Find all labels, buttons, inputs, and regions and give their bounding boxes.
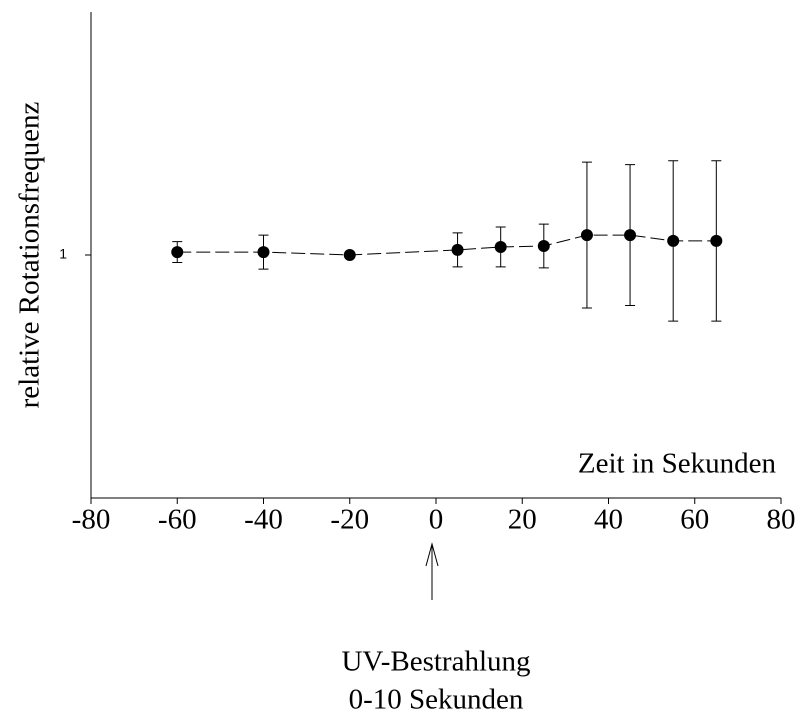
- data-point: [343, 249, 356, 261]
- x-tick-label: -60: [158, 504, 197, 536]
- data-point: [171, 246, 184, 259]
- data-point: [624, 229, 637, 242]
- data-point: [494, 240, 507, 253]
- data-point: [580, 229, 593, 242]
- x-tick-label: 20: [508, 504, 537, 536]
- x-tick-label: 0: [429, 504, 444, 536]
- data-point: [257, 246, 270, 259]
- data-point: [667, 234, 680, 247]
- x-tick-label: 80: [767, 504, 796, 536]
- x-tick-label: 60: [680, 504, 709, 536]
- annotation-arrow: [425, 542, 439, 600]
- y-axis-label: relative Rotationsfrequenz: [14, 101, 46, 408]
- y-tick-label: 1: [59, 246, 67, 262]
- data-point: [537, 240, 550, 253]
- x-tick-label: -80: [72, 504, 111, 536]
- x-tick-label: 40: [594, 504, 623, 536]
- connector-line: [177, 234, 717, 256]
- x-tick-label: -40: [244, 504, 283, 536]
- annotation: UV-Bestrahlung: [341, 646, 530, 678]
- x-axis-label: Zeit in Sekunden: [578, 448, 777, 480]
- data-point: [451, 243, 464, 256]
- data-point: [710, 234, 723, 247]
- x-tick-label: -20: [330, 504, 369, 536]
- annotation: 0-10 Sekunden: [349, 684, 524, 716]
